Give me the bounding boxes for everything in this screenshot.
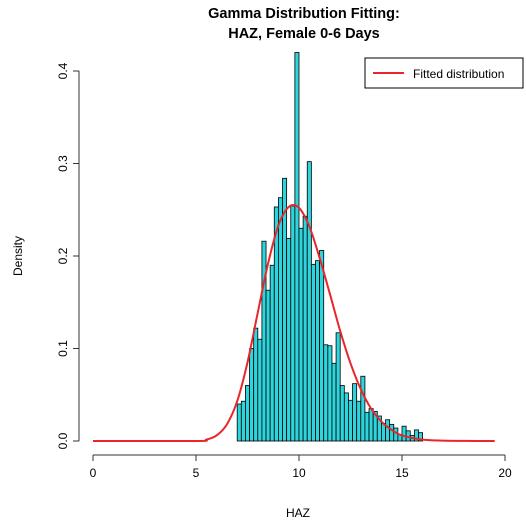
histogram-bar (236, 403, 242, 442)
histogram-bar (294, 52, 300, 442)
x-axis-label: HAZ (286, 506, 310, 520)
x-tick-label: 20 (498, 466, 512, 480)
chart-title-line-1: Gamma Distribution Fitting: (208, 6, 400, 22)
histogram-bar (418, 432, 424, 442)
histogram-bars (236, 52, 424, 442)
histogram-bar (249, 348, 255, 442)
histogram-bar (277, 197, 283, 442)
x-tick-label: 15 (395, 466, 409, 480)
histogram-bar (286, 238, 292, 442)
histogram-bar (253, 327, 259, 442)
histogram-bar (257, 338, 263, 442)
histogram-bar (306, 161, 312, 442)
histogram-bar (310, 263, 316, 442)
chart-title-line-2: HAZ, Female 0-6 Days (228, 26, 380, 42)
histogram-bar (368, 408, 374, 442)
histogram-bar (385, 419, 391, 442)
y-axis: 0.0 0.1 0.2 0.3 0.4 (56, 62, 80, 449)
histogram-bar (273, 206, 279, 442)
legend: Fitted distribution (364, 57, 524, 89)
y-tick-label: 0.0 (56, 432, 70, 449)
histogram-bar (335, 332, 341, 442)
histogram-bar (356, 400, 362, 442)
histogram-bar (315, 260, 321, 442)
histogram-bar (348, 399, 353, 442)
histogram-bar (327, 345, 333, 442)
histogram-bar (319, 250, 325, 442)
histogram-bar (269, 264, 275, 442)
y-tick-label: 0.3 (56, 155, 70, 172)
y-tick-label: 0.2 (56, 247, 70, 264)
histogram-bar (323, 344, 329, 442)
y-tick-label: 0.4 (56, 62, 70, 79)
histogram-bar (245, 385, 250, 442)
legend-label-fitted-distribution: Fitted distribution (413, 67, 504, 81)
x-tick-label: 0 (90, 466, 97, 480)
fitted-distribution-curve (93, 204, 495, 442)
histogram-bar (343, 392, 349, 442)
histogram-bar (240, 400, 246, 442)
histogram-bar (298, 227, 304, 442)
histogram-bar (265, 289, 271, 442)
histogram-bar (290, 205, 296, 442)
histogram-bar (364, 411, 370, 442)
histogram-bar (339, 385, 345, 442)
histogram-bar (360, 375, 366, 442)
x-tick-label: 5 (193, 466, 200, 480)
histogram-bar (352, 383, 358, 442)
y-axis-label: Density (11, 236, 25, 276)
x-axis: 0 5 10 15 20 (90, 454, 512, 480)
histogram-bar (401, 425, 407, 442)
histogram-bar (389, 423, 395, 442)
histogram-bar (282, 177, 288, 442)
histogram-bar (331, 362, 337, 442)
histogram-bar (302, 215, 308, 442)
y-tick-label: 0.1 (56, 340, 70, 357)
x-tick-label: 10 (292, 466, 306, 480)
